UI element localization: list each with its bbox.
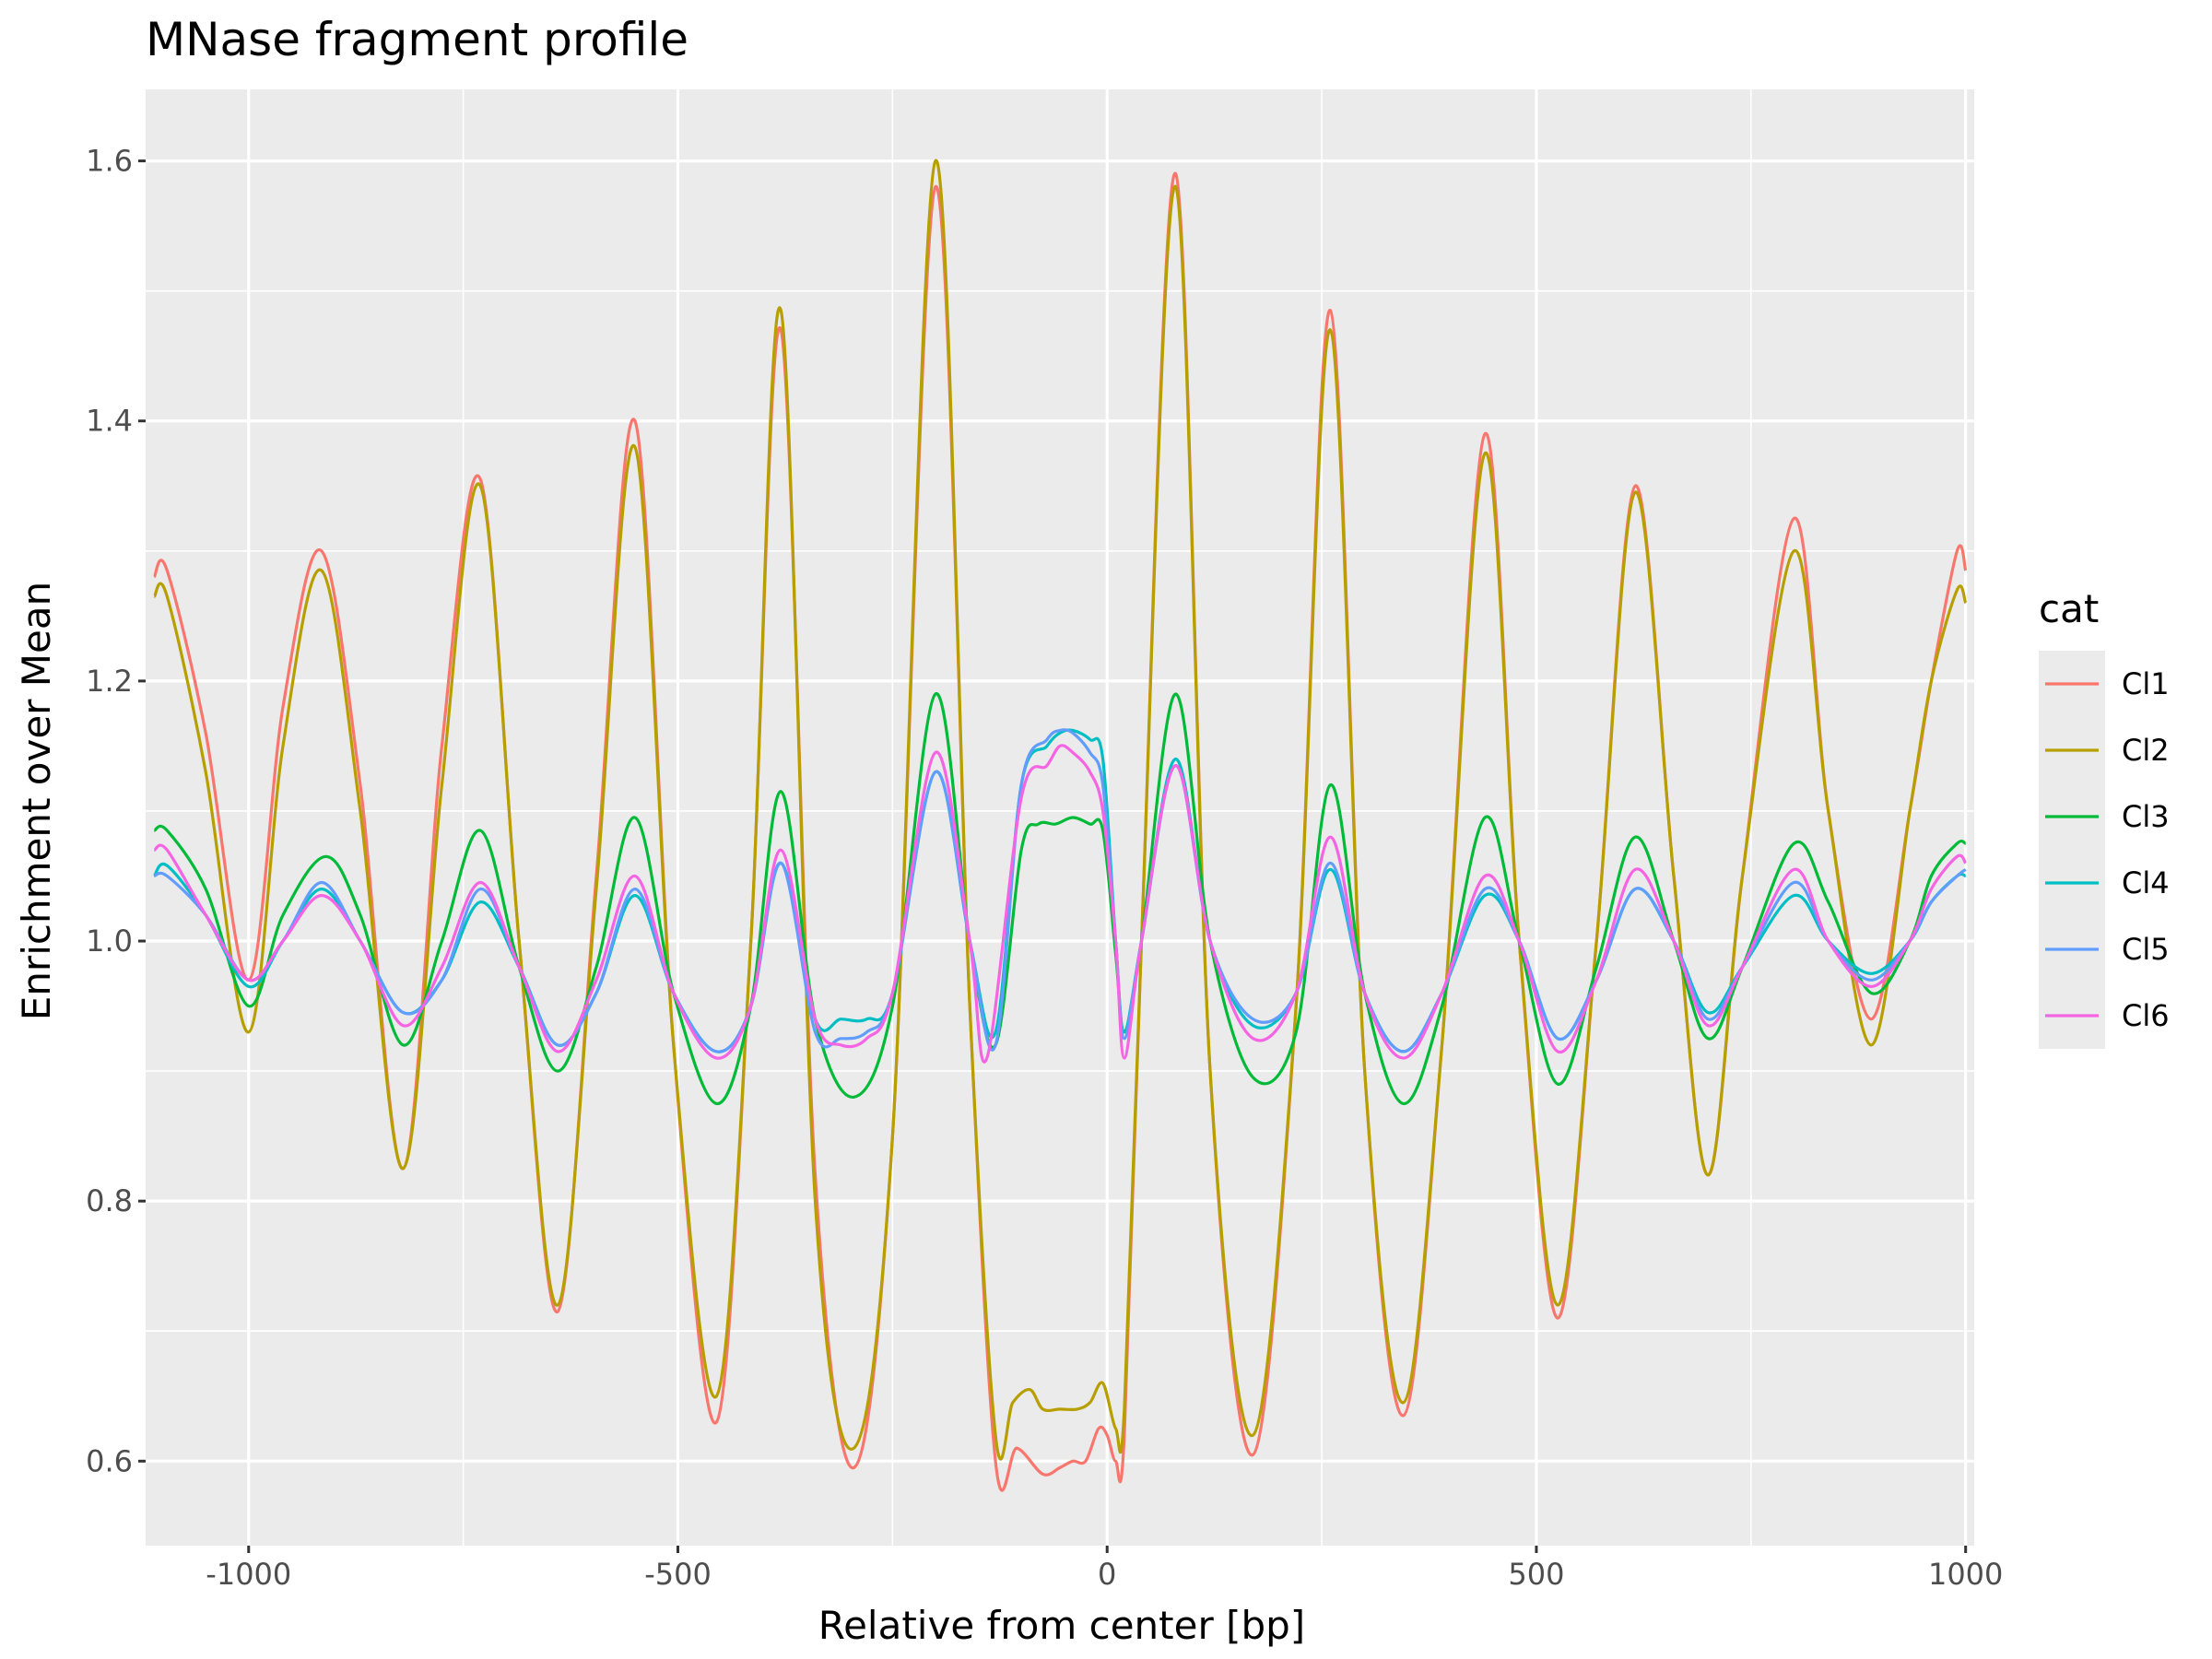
x-tick-label: -500	[644, 1557, 712, 1592]
series-line-cl2	[152, 159, 1968, 1461]
legend-label-cl4: Cl4	[2122, 865, 2170, 900]
grid-minor	[146, 89, 1974, 1546]
plot-panel	[146, 89, 1974, 1546]
x-tick-label: -1000	[206, 1557, 291, 1592]
legend-label-cl1: Cl1	[2122, 666, 2170, 701]
y-tick-label: 1.2	[86, 664, 133, 699]
grid-major	[146, 89, 1974, 1546]
x-axis: -1000 -500 0 500 1000	[206, 1546, 2003, 1592]
legend: cat Cl1 Cl2 Cl3 Cl4 Cl5 Cl6	[2039, 586, 2170, 1049]
chart-title: MNase fragment profile	[146, 13, 688, 66]
legend-label-cl5: Cl5	[2122, 932, 2170, 967]
x-axis-title: Relative from center [bp]	[818, 1603, 1305, 1648]
x-tick-label: 500	[1508, 1557, 1564, 1592]
x-tick-label: 1000	[1928, 1557, 2003, 1592]
series-lines	[152, 159, 1968, 1492]
y-tick-label: 1.4	[86, 404, 133, 439]
y-axis: 0.6 0.8 1.0 1.2 1.4 1.6	[86, 144, 146, 1478]
y-axis-title: Enrichment over Mean	[14, 582, 59, 1020]
legend-key-background	[2039, 651, 2105, 1049]
y-tick-label: 0.6	[86, 1443, 133, 1478]
legend-label-cl6: Cl6	[2122, 998, 2170, 1033]
y-tick-label: 1.0	[86, 924, 133, 959]
series-line-cl6	[153, 744, 1967, 1064]
x-tick-label: 0	[1098, 1557, 1116, 1592]
legend-label-cl2: Cl2	[2122, 733, 2170, 768]
legend-title: cat	[2039, 586, 2099, 631]
y-tick-label: 0.8	[86, 1183, 133, 1218]
y-tick-label: 1.6	[86, 144, 133, 179]
legend-label-cl3: Cl3	[2122, 799, 2170, 834]
